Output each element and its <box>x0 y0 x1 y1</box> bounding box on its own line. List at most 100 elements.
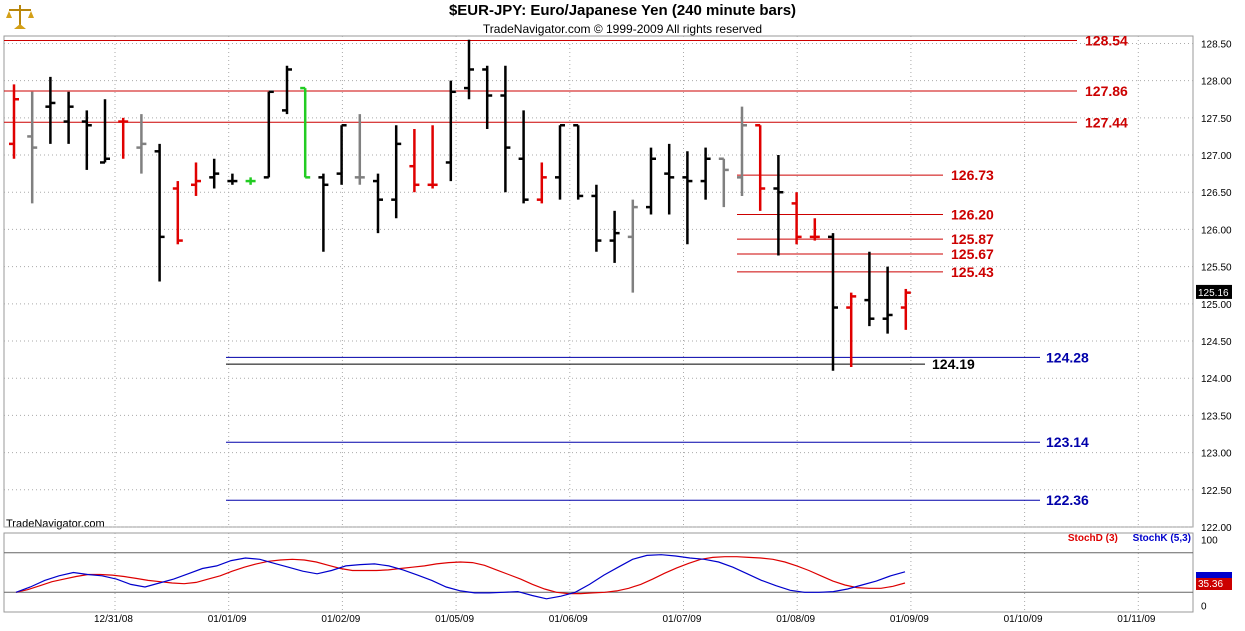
price-bar <box>282 65 292 115</box>
stoch-k-tag <box>1196 572 1232 578</box>
price-bar <box>27 91 38 204</box>
stoch-y-tick-label: 0 <box>1201 601 1207 612</box>
y-tick-label: 127.50 <box>1201 114 1232 125</box>
x-tick-label: 01/07/09 <box>663 614 702 625</box>
price-bar <box>846 292 857 368</box>
price-bar <box>518 110 529 204</box>
last-price-label: 125.16 <box>1198 288 1229 299</box>
price-bar <box>464 39 474 100</box>
price-bar <box>100 99 110 164</box>
resistance-label: 127.86 <box>1085 83 1128 99</box>
price-bar <box>391 125 402 219</box>
price-bar <box>664 143 675 215</box>
support-label: 122.36 <box>1046 492 1089 508</box>
stoch-panel-frame <box>3 532 1194 613</box>
stoch-d-tag <box>1196 578 1232 590</box>
price-bar <box>791 192 802 245</box>
x-tick-label: 01/09/09 <box>890 614 929 625</box>
price-bar <box>263 90 274 179</box>
gold-scales-logo-icon <box>6 5 34 29</box>
x-tick-label: 12/31/08 <box>94 614 133 625</box>
price-bar <box>427 125 438 189</box>
price-bar <box>809 218 820 241</box>
price-bar <box>172 181 183 245</box>
price-bar <box>318 173 329 252</box>
legend-stoch-k: StochK (5,3) <box>1132 533 1191 544</box>
y-tick-label: 126.00 <box>1201 225 1232 236</box>
stoch-last-value-label: 35.36 <box>1198 579 1223 590</box>
price-bar <box>900 288 911 330</box>
price-bar <box>828 233 838 371</box>
y-tick-label: 122.00 <box>1201 523 1232 534</box>
x-tick-label: 01/11/09 <box>1117 614 1156 625</box>
chart-title: $EUR-JPY: Euro/Japanese Yen (240 minute … <box>448 2 797 19</box>
y-tick-label: 128.00 <box>1201 77 1232 88</box>
price-bar <box>482 65 493 129</box>
stoch-y-tick-label: 100 <box>1201 536 1218 547</box>
price-bar <box>627 199 638 293</box>
price-bar <box>373 173 383 234</box>
price-bar <box>445 80 456 182</box>
price-bar <box>737 106 747 196</box>
price-bar <box>227 173 238 185</box>
resistance-label: 126.20 <box>951 207 994 223</box>
stoch-d-line <box>15 556 906 595</box>
price-panel-frame <box>3 35 1194 528</box>
price-bar <box>536 162 547 204</box>
y-tick-label: 123.50 <box>1201 411 1232 422</box>
price-bar <box>63 91 74 144</box>
chart-subtitle: TradeNavigator.com © 1999-2009 All right… <box>482 22 763 36</box>
price-bar <box>409 128 420 193</box>
price-bar <box>81 110 92 170</box>
support-label: 123.14 <box>1046 434 1089 450</box>
support-label: 124.28 <box>1046 349 1089 365</box>
price-bar <box>682 151 693 245</box>
y-tick-label: 127.00 <box>1201 151 1232 162</box>
resistance-label: 127.44 <box>1085 114 1128 130</box>
price-bar <box>700 147 711 200</box>
y-tick-label: 128.50 <box>1201 39 1232 50</box>
x-tick-label: 01/05/09 <box>435 614 474 625</box>
price-bar <box>609 210 620 263</box>
price-bar <box>354 114 365 185</box>
price-bar <box>136 114 147 174</box>
price-bar <box>773 155 784 256</box>
resistance-label: 128.54 <box>1085 32 1128 48</box>
price-bar <box>118 117 129 159</box>
price-bar <box>191 162 201 196</box>
stoch-legend: StochD (3) StochK (5,3) <box>1056 533 1191 544</box>
resistance-label: 125.67 <box>951 246 994 262</box>
x-tick-label: 01/06/09 <box>549 614 588 625</box>
y-tick-label: 123.00 <box>1201 449 1232 460</box>
resistance-label: 125.87 <box>951 231 994 247</box>
price-bar <box>9 84 19 159</box>
price-bar <box>300 86 311 179</box>
x-tick-label: 01/02/09 <box>321 614 360 625</box>
x-tick-label: 01/01/09 <box>208 614 247 625</box>
price-bar <box>718 157 729 208</box>
price-bar <box>500 65 511 193</box>
price-bar <box>646 147 656 215</box>
last-price-tag <box>1196 284 1232 299</box>
price-bar <box>755 124 766 211</box>
y-tick-label: 122.50 <box>1201 486 1232 497</box>
support-label: 124.19 <box>932 356 975 372</box>
x-tick-label: 01/08/09 <box>776 614 815 625</box>
price-bar <box>864 251 875 327</box>
resistance-label: 125.43 <box>951 264 994 280</box>
resistance-label: 126.73 <box>951 167 994 183</box>
y-tick-label: 124.00 <box>1201 374 1232 385</box>
y-tick-label: 125.00 <box>1201 300 1232 311</box>
price-bar <box>882 266 893 334</box>
price-bar <box>555 124 565 200</box>
price-bar <box>336 124 347 185</box>
y-tick-label: 125.50 <box>1201 263 1232 274</box>
legend-stoch-d: StochD (3) <box>1067 533 1118 544</box>
price-bar <box>154 143 165 282</box>
y-tick-label: 124.50 <box>1201 337 1232 348</box>
price-bar <box>209 158 220 189</box>
y-tick-label: 126.50 <box>1201 188 1232 199</box>
price-bar <box>45 76 56 144</box>
